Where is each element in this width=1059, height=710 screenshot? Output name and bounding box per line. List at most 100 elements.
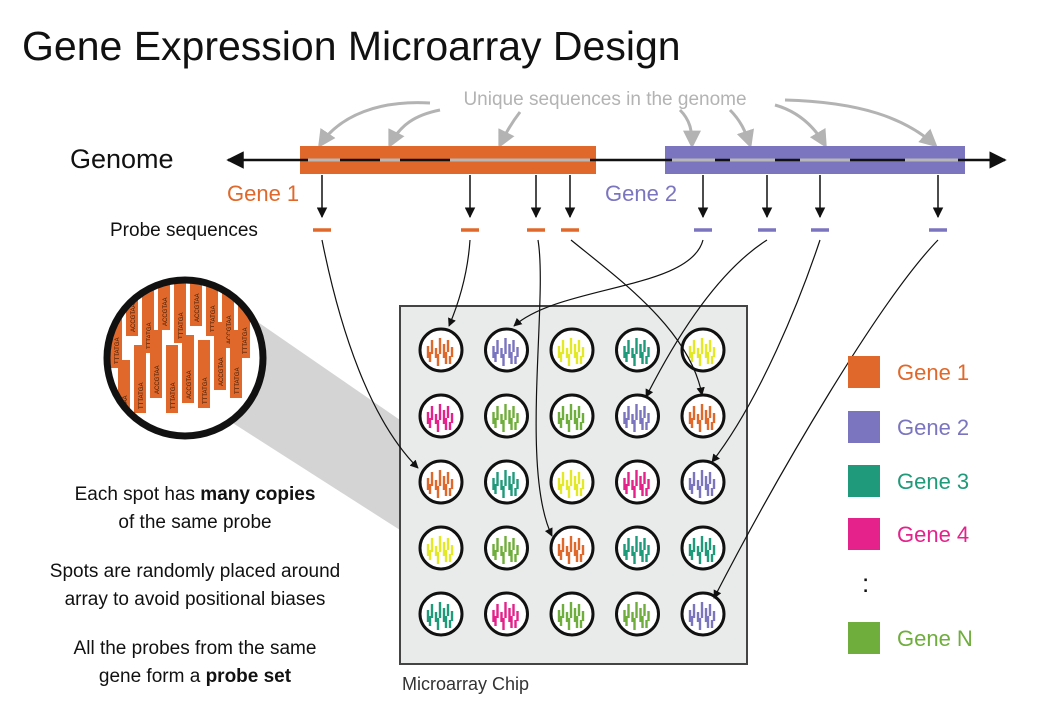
legend-label: Gene 4 <box>897 522 969 547</box>
legend-swatch <box>848 622 880 654</box>
array-spot <box>680 327 726 373</box>
zoom-probe: ACCGTAA <box>158 283 170 330</box>
zoom-probe-seq: TTTATGA <box>235 368 241 394</box>
zoom-probe-seq: TTTATGA <box>243 328 249 354</box>
array-spot <box>615 525 660 571</box>
chip-label: Microarray Chip <box>402 674 529 694</box>
array-spot <box>418 591 464 637</box>
zoom-probe-seq: TTTATGA <box>211 306 217 332</box>
array-spot <box>484 525 529 571</box>
array-spot <box>549 591 595 637</box>
probe-sequences-label: Probe sequences <box>110 220 258 241</box>
zoom-probe-seq: TTTATGA <box>203 378 209 404</box>
caption-random-line1: Spots are randomly placed around <box>50 561 340 582</box>
probe-arrow <box>513 239 704 327</box>
zoom-probe: TTTATGA <box>166 345 178 413</box>
zoom-probe-seq: ACCGTAA <box>187 370 193 399</box>
array-spot <box>549 327 595 373</box>
legend-swatch <box>848 411 880 443</box>
zoom-probe: ACCGTAA <box>214 322 226 390</box>
legend-ellipsis: : <box>862 568 869 598</box>
legend-label: Gene 3 <box>897 469 969 494</box>
array-spot <box>680 393 726 439</box>
legend-swatch <box>848 356 880 388</box>
page-title: Gene Expression Microarray Design <box>22 23 681 69</box>
array-spot <box>615 459 660 505</box>
array-spot <box>484 393 529 439</box>
zoom-probe: ACCGTAA <box>182 335 194 403</box>
zoom-probe: TTTATGA <box>174 283 186 343</box>
zoom-probe-seq: ACCGTAA <box>227 315 233 344</box>
zoom-probe-seq: ACCGTAA <box>155 365 161 394</box>
legend-label: Gene N <box>897 626 973 651</box>
caption-random-line2: array to avoid positional biases <box>65 589 326 610</box>
zoom-probe-bar <box>182 335 194 403</box>
zoom-probe: TTTATGA <box>230 330 242 398</box>
zoom-probe-bar <box>158 283 170 330</box>
array-spot <box>418 525 464 571</box>
array-spot <box>484 459 529 505</box>
zoom-probe-seq: TTTATGA <box>179 313 185 339</box>
array-spot <box>418 327 464 373</box>
unique-sequence-arrows <box>318 98 938 149</box>
zoom-probe-seq: TTTATGA <box>171 383 177 409</box>
unique-arrow-1 <box>318 101 431 148</box>
zoomed-spot: TTTATGAACCGTAATTTATGAACCGTAATTTATGAACCGT… <box>103 276 267 440</box>
array-spot <box>615 327 660 373</box>
gene2-label: Gene 2 <box>605 181 677 206</box>
legend: Gene 1 Gene 2 Gene 3 Gene 4 Gene N <box>848 356 973 654</box>
unique-arrow-6 <box>774 103 827 149</box>
zoom-probe-seq: TTTATGA <box>139 383 145 409</box>
probe-down-arrows <box>316 175 944 219</box>
array-spot <box>418 459 464 505</box>
unique-arrow-3 <box>498 111 522 149</box>
probe-arrow <box>711 239 821 463</box>
legend-swatch <box>848 465 880 497</box>
unique-sequences-label: Unique sequences in the genome <box>463 89 746 110</box>
array-spot <box>418 393 464 439</box>
zoom-probe-seq: ACCGTAA <box>163 297 169 326</box>
gene1-label: Gene 1 <box>227 181 299 206</box>
zoom-probe-bar <box>118 360 130 428</box>
zoom-probe-bar <box>214 322 226 390</box>
zoom-probe-bar <box>166 345 178 413</box>
zoom-probe-seq: ACCGTAA <box>131 303 137 332</box>
zoom-probe-seq: TTTATGA <box>115 338 121 364</box>
array-spot <box>680 459 726 505</box>
caption-copies-line1: Each spot has many copies <box>75 484 316 505</box>
array-spot <box>615 393 660 439</box>
caption-copies-line2: of the same probe <box>118 512 271 533</box>
unique-arrow-5 <box>728 108 754 149</box>
zoom-probe: ACCGTAA <box>150 330 162 398</box>
spot-grid <box>418 327 726 637</box>
array-spot <box>484 327 529 373</box>
caption-probeset-line2: gene form a probe set <box>99 666 292 687</box>
probe-arrow <box>570 239 705 396</box>
legend-swatch <box>848 518 880 550</box>
genome-label: Genome <box>70 144 174 174</box>
unique-arrow-7 <box>784 98 938 148</box>
probe-to-spot-arrows <box>321 239 939 599</box>
caption-probeset-line1: All the probes from the same <box>74 638 317 659</box>
zoom-probe-bar <box>134 345 146 413</box>
array-spot <box>680 525 726 571</box>
probe-arrow <box>535 239 553 537</box>
zoom-probe-seq: ACCGTAA <box>195 293 201 322</box>
legend-label: Gene 2 <box>897 415 969 440</box>
array-spot <box>549 525 595 571</box>
array-spot <box>549 459 595 505</box>
zoom-circle-border <box>103 276 267 440</box>
probe-arrow <box>713 239 939 599</box>
zoom-probe-bar <box>174 283 186 343</box>
probe-arrow <box>448 239 471 327</box>
zoom-probe: TTTATGA <box>134 345 146 413</box>
array-spot <box>615 591 660 637</box>
zoom-probe-bar <box>150 330 162 398</box>
array-spot <box>549 393 595 439</box>
zoom-probe: ACCGTAA <box>190 283 202 326</box>
zoom-probe: TTTATGA <box>198 340 210 408</box>
unique-arrow-2 <box>388 108 441 149</box>
zoom-cone <box>228 318 400 530</box>
array-spot <box>680 591 726 637</box>
